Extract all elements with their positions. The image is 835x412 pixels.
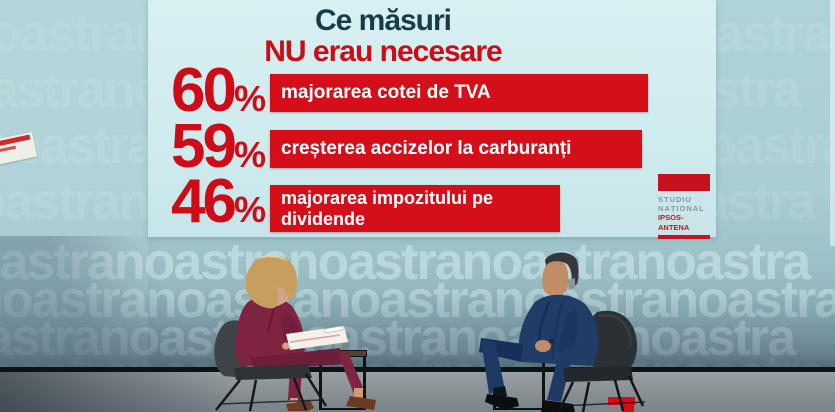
poll-value-label: 59% (148, 116, 266, 178)
logo-text-national: NAȚIONAL (658, 204, 705, 213)
poll-bar-label: majorarea impozitului pe dividende (281, 187, 494, 229)
host-heel-shoe (286, 400, 314, 411)
poll-row: 59% creșterea accizelor la carburanți (148, 116, 716, 178)
guest-shoe (485, 394, 519, 410)
logo-text-ipsos-antena: IPSOS-ANTENA (658, 213, 690, 233)
logo-red-underline (658, 235, 710, 240)
guest-face (542, 259, 569, 296)
poll-value-number: 46 (171, 167, 237, 236)
decal-vertical-bar (622, 397, 634, 412)
wall-bottom-shadow (0, 232, 835, 374)
poll-bar: creșterea accizelor la carburanți (270, 130, 642, 168)
poll-value-number: 60 (171, 56, 237, 125)
host-notes (286, 325, 348, 350)
percent-sign: % (233, 78, 266, 119)
poll-title-line2: NU erau necesare (264, 35, 502, 68)
percent-sign: % (233, 189, 266, 230)
poll-row: 60% majorarea cotei de TVA (148, 60, 716, 122)
fragment-red-stripe (0, 145, 17, 153)
guest-chair-back (593, 310, 637, 380)
percent-sign: % (233, 134, 266, 175)
guest-body (518, 252, 599, 366)
guest-figure (479, 252, 646, 412)
poll-row: 46% majorarea impozitului pe dividende (148, 171, 716, 233)
table-legs (319, 357, 366, 410)
logo-text-studiu: STUDIU (658, 195, 692, 204)
host-figure (214, 254, 376, 412)
poll-bar: majorarea impozitului pe dividende (270, 185, 560, 232)
ipsos-antena-logo: STUDIU NAȚIONAL IPSOS-ANTENA (658, 174, 710, 240)
poll-value-label: 46% (148, 171, 266, 233)
host-chair-legs (215, 364, 328, 412)
logo-red-block (658, 174, 710, 191)
guest-hair (545, 252, 579, 288)
poll-screen: Ce măsuri NU erau necesare 60% majorarea… (148, 0, 716, 240)
guest-shoe (541, 400, 575, 412)
poll-title-line1: Ce măsuri (314, 4, 452, 37)
host-body (235, 254, 305, 366)
host-hair (245, 255, 298, 309)
poll-bar: majorarea cotei de TVA (270, 74, 648, 112)
poll-value-number: 59 (171, 112, 237, 181)
poll-value-label: 60% (148, 60, 266, 122)
poll-bar-label: majorarea cotei de TVA (281, 82, 491, 104)
right-edge-highlight (830, 0, 835, 246)
guest-legs (479, 338, 575, 412)
guest-chair-legs (557, 366, 646, 412)
guest-hands (535, 340, 551, 352)
poll-bar-label: creșterea accizelor la carburanți (281, 138, 572, 160)
host-legs (250, 348, 376, 411)
host-heel-shoe (346, 396, 376, 410)
guest-suit (518, 294, 599, 366)
